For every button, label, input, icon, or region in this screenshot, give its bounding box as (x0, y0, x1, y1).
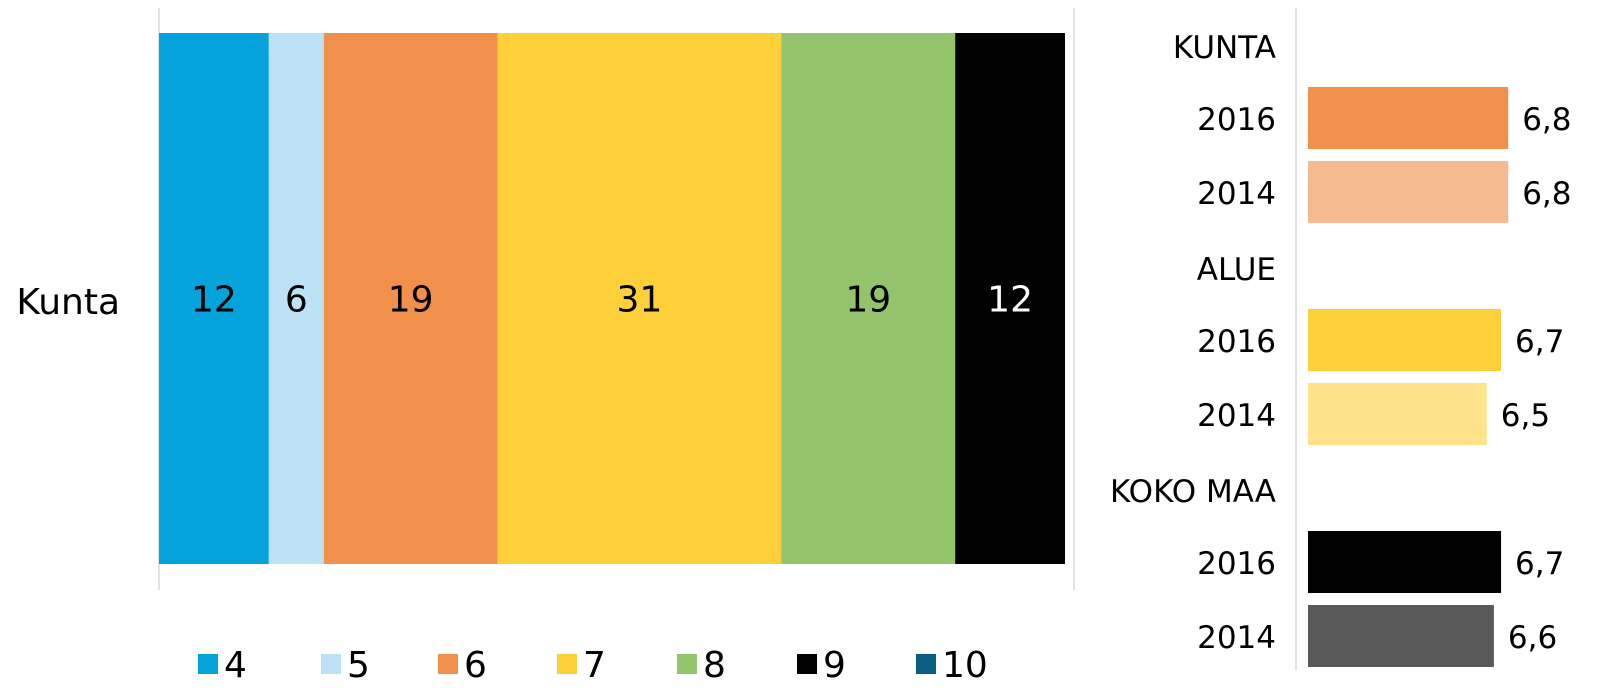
stack-segment-7 (497, 33, 782, 564)
stack-segment-6 (323, 33, 498, 564)
legend-label-7: 7 (583, 645, 606, 686)
legend-label-6: 6 (464, 645, 487, 686)
legend-swatch-6 (438, 654, 458, 674)
stack-segment-5 (268, 33, 324, 564)
year-label: 2014 (1197, 620, 1276, 656)
legend-label-9: 9 (823, 645, 846, 686)
year-label: 2016 (1197, 546, 1276, 582)
legend-swatch-9 (797, 654, 817, 674)
value-label: 6,8 (1522, 176, 1571, 212)
legend: 4 5 6 7 8 9 10 (198, 645, 988, 686)
bar-koko-maa-2014 (1308, 605, 1494, 667)
year-label: 2014 (1197, 398, 1276, 434)
legend-swatch-5 (321, 654, 341, 674)
value-label: 6,5 (1501, 398, 1550, 434)
comparison-bar-chart: KUNTA 2016 6,8 2014 6,8 ALUE 2016 6,7 2014 6,5 KOK… (1110, 8, 1572, 670)
bar-groups: KUNTA 2016 6,8 2014 6,8 ALUE 2016 6,7 2014 6,5 KOK… (1110, 30, 1572, 667)
stack-segment-4 (159, 33, 269, 564)
legend-label-4: 4 (224, 645, 247, 686)
data-label-7: 31 (617, 280, 663, 321)
legend-swatch-8 (677, 654, 697, 674)
group-label-kunta: KUNTA (1173, 30, 1276, 66)
legend-swatch-7 (557, 654, 577, 674)
bar-kunta-2016 (1308, 87, 1509, 149)
stack-segment-8 (781, 33, 956, 564)
stacked-bar-chart: Kunta 12 6 19 31 19 12 4 5 6 7 8 9 10 (16, 8, 1075, 686)
value-label: 6,6 (1508, 620, 1557, 656)
stack-segment-9 (955, 33, 1065, 564)
legend-label-8: 8 (703, 645, 726, 686)
legend-swatch-4 (198, 654, 218, 674)
data-label-5: 6 (285, 280, 308, 321)
data-label-9: 12 (987, 280, 1033, 321)
legend-swatch-10 (916, 654, 936, 674)
value-label: 6,7 (1515, 324, 1564, 360)
value-label: 6,8 (1522, 102, 1571, 138)
year-label: 2016 (1197, 324, 1276, 360)
bar-kunta-2014 (1308, 161, 1509, 223)
legend-label-5: 5 (347, 645, 370, 686)
bar-koko-maa-2016 (1308, 531, 1502, 593)
bar-alue-2016 (1308, 309, 1502, 371)
legend-label-10: 10 (942, 645, 988, 686)
group-label-koko-maa: KOKO MAA (1110, 474, 1276, 510)
group-label-alue: ALUE (1197, 252, 1276, 288)
year-label: 2014 (1197, 176, 1276, 212)
data-label-6: 19 (388, 280, 434, 321)
bar-alue-2014 (1308, 383, 1487, 445)
value-label: 6,7 (1515, 546, 1564, 582)
stack-segments: 12 6 19 31 19 12 (159, 33, 1065, 564)
category-label: Kunta (16, 282, 120, 323)
data-label-8: 19 (845, 280, 891, 321)
year-label: 2016 (1197, 102, 1276, 138)
data-label-4: 12 (191, 280, 237, 321)
